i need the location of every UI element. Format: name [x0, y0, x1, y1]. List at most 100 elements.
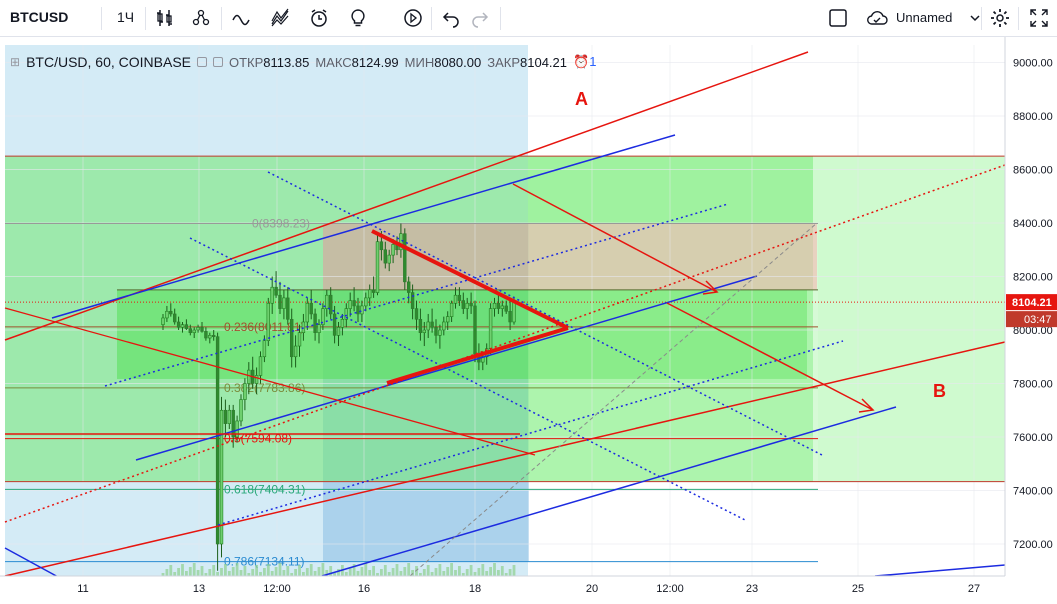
volume-bar	[493, 563, 496, 576]
fib-level-label: 0.5(7594.08)	[224, 432, 292, 446]
candle-body	[348, 300, 352, 309]
candle-body	[496, 302, 501, 309]
dotted-blue-descending-lower	[189, 237, 746, 521]
legend-expand-icon[interactable]: ⊞	[10, 55, 21, 69]
chevron-down-icon[interactable]	[962, 6, 988, 30]
volume-bar	[454, 570, 457, 576]
candle-body	[445, 316, 450, 323]
candle-body	[309, 302, 313, 315]
channel-middle-blue-line	[135, 275, 758, 461]
toolbar-divider	[145, 7, 146, 30]
fib-level-label: 0.236(8011.81)	[224, 320, 305, 334]
time-tick-label: 11	[77, 583, 88, 595]
chart-area[interactable]: 0(8398.23) 0.236(8011.81) 0.382(7783.86) 0.…	[0, 37, 1057, 599]
volume-bar	[344, 572, 348, 576]
visibility-icon[interactable]	[197, 57, 207, 67]
volume-bar	[188, 567, 192, 576]
cloud-save-icon[interactable]	[864, 6, 890, 30]
volume-bar	[220, 568, 223, 576]
alert-clock-icon[interactable]: ⏰1	[573, 54, 597, 69]
alert-count: 1	[589, 54, 597, 69]
candle-body	[403, 233, 407, 283]
volume-bar	[325, 570, 329, 576]
redo-icon[interactable]	[467, 6, 493, 30]
candle-body	[243, 383, 247, 400]
volume-bar	[422, 569, 426, 576]
candle-body	[340, 318, 345, 328]
candle-body	[212, 335, 216, 337]
volume-bar	[224, 564, 227, 576]
candle-body	[500, 305, 504, 309]
candle-body	[488, 308, 493, 350]
price-chart[interactable]: 0(8398.23)0.236(8011.81)0.382(7783.86)0.…	[0, 37, 1057, 599]
candle-body	[336, 327, 341, 336]
volume-bar	[181, 564, 184, 576]
volume-bar	[208, 569, 212, 576]
symbol-search-button[interactable]: BTCUSD	[10, 9, 69, 25]
candle-body	[356, 305, 360, 315]
forecast-arrow-b	[666, 302, 874, 411]
candle-body	[278, 294, 282, 309]
candle-body	[215, 336, 220, 545]
volume-bar	[302, 572, 305, 576]
candle-body	[247, 369, 251, 384]
low-value: 8080.00	[434, 54, 482, 70]
replay-icon[interactable]	[400, 6, 426, 30]
volume-bar	[481, 564, 485, 576]
volume-bar	[239, 570, 243, 576]
corner-blue-line	[4, 547, 61, 579]
settings-small-icon[interactable]	[213, 57, 223, 67]
fullscreen-icon[interactable]	[1026, 6, 1052, 30]
candle-body	[227, 409, 231, 424]
candle-body	[473, 305, 477, 355]
volume-bar	[434, 568, 438, 576]
volume-bar	[372, 566, 375, 576]
volume-bar	[419, 573, 422, 576]
candle-body	[274, 286, 278, 296]
volume-bar	[438, 564, 442, 576]
templates-icon[interactable]	[267, 6, 293, 30]
time-tick-label: 27	[968, 583, 980, 595]
interval-button[interactable]: 1Ч	[117, 9, 135, 25]
candle-body	[360, 305, 364, 315]
candle-body	[364, 297, 368, 307]
fullscreen-checkbox-icon[interactable]	[825, 6, 851, 30]
dotted-red-trend-line	[4, 164, 1006, 523]
candle-body	[461, 300, 465, 309]
candle-body	[173, 313, 177, 323]
layout-name[interactable]: Unnamed	[896, 10, 953, 25]
bar-style-icon[interactable]	[152, 6, 178, 30]
volume-bar	[270, 571, 274, 576]
toolbar-divider	[1018, 7, 1019, 30]
candle-body	[418, 318, 423, 333]
volume-bar	[465, 569, 469, 576]
forecast-arrow-a	[512, 183, 718, 293]
settings-icon[interactable]	[987, 6, 1013, 30]
volume-bar	[161, 573, 165, 576]
candle-body	[262, 340, 267, 358]
price-tick-label: 8400.00	[1013, 218, 1053, 230]
candle-body	[188, 328, 192, 333]
volume-bar	[469, 565, 473, 576]
legend-title[interactable]: BTC/USD, 60, COINBASE	[26, 54, 191, 70]
fib-level-label: 0.618(7404.31)	[224, 482, 305, 496]
triangle-upper-red-line	[371, 229, 569, 330]
idea-icon[interactable]	[345, 6, 371, 30]
dotted-blue-descending-upper	[267, 171, 823, 456]
alert-icon[interactable]	[306, 6, 332, 30]
chart-legend: ⊞ BTC/USD, 60, COINBASE ОТКР8113.85 МАКС…	[10, 54, 596, 70]
dotted-blue-channel-upper	[104, 203, 729, 387]
time-tick-label: 23	[746, 583, 758, 595]
open-value: 8113.85	[263, 54, 310, 70]
undo-icon[interactable]	[438, 6, 464, 30]
volume-bar	[337, 569, 340, 576]
volume-bar	[333, 573, 336, 576]
indicators-icon[interactable]	[228, 6, 254, 30]
fib-level-label: 0(8398.23)	[252, 216, 310, 230]
compare-icon[interactable]	[188, 6, 214, 30]
candle-body	[512, 301, 516, 323]
volume-bar	[313, 571, 317, 576]
candle-body	[383, 249, 387, 264]
volume-bar	[263, 568, 266, 576]
high-label: МАКС	[315, 54, 352, 70]
